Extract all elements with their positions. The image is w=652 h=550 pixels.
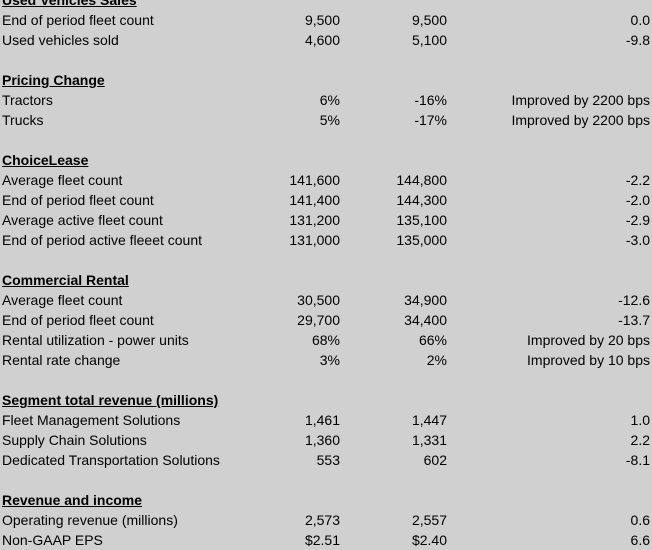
prior-value: 66%: [418, 332, 447, 348]
table-row: Non-GAAP EPS $2.51 $2.40 6.6: [0, 530, 652, 550]
row-label: Tractors: [2, 92, 53, 108]
current-value: 4,600: [304, 32, 340, 48]
current-value: 2,573: [304, 512, 340, 528]
section-heading-choicelease: ChoiceLease: [2, 152, 89, 168]
table-row: Supply Chain Solutions 1,360 1,331 2.2: [0, 430, 652, 450]
change-value: -12.6: [618, 292, 650, 308]
current-value: 553: [316, 452, 340, 468]
section-spacer: [0, 470, 652, 490]
row-label: Average fleet count: [2, 172, 123, 188]
current-value: 141,600: [289, 172, 340, 188]
change-value: Improved by 2200 bps: [511, 112, 650, 128]
prior-value: 135,100: [396, 212, 447, 228]
current-value: 141,400: [289, 192, 340, 208]
prior-value: 2,557: [411, 512, 447, 528]
table-row: Dedicated Transportation Solutions 553 6…: [0, 450, 652, 470]
row-label: Average fleet count: [2, 292, 123, 308]
current-value: 6%: [319, 92, 340, 108]
row-label: End of period fleet count: [2, 12, 154, 28]
row-label: Used vehicles sold: [2, 32, 119, 48]
table-row: End of period fleet count 141,400 144,30…: [0, 190, 652, 210]
prior-value: 2%: [426, 352, 447, 368]
section-heading-revenue-and-income: Revenue and income: [2, 492, 143, 508]
section-spacer: [0, 370, 652, 390]
table-row: Rental rate change 3% 2% Improved by 10 …: [0, 350, 652, 370]
change-value: 0.0: [630, 12, 650, 28]
row-label: Fleet Management Solutions: [2, 412, 181, 428]
row-label: End of period fleet count: [2, 192, 154, 208]
prior-value: -16%: [414, 92, 447, 108]
prior-value: 144,300: [396, 192, 447, 208]
row-label: Rental utilization - power units: [2, 332, 189, 348]
section-heading-commercial-rental: Commercial Rental: [2, 272, 129, 288]
row-label: Non-GAAP EPS: [2, 532, 103, 548]
table-row: Average fleet count 30,500 34,900 -12.6: [0, 290, 652, 310]
row-label: Trucks: [2, 112, 44, 128]
prior-value: 1,331: [411, 432, 447, 448]
change-value: -13.7: [618, 312, 650, 328]
row-label: Operating revenue (millions): [2, 512, 178, 528]
row-label: Supply Chain Solutions: [2, 432, 147, 448]
prior-value: $2.40: [411, 532, 447, 548]
section-spacer: [0, 250, 652, 270]
change-value: -8.1: [625, 452, 650, 468]
section-spacer: [0, 50, 652, 70]
current-value: 3%: [319, 352, 340, 368]
prior-value: 34,400: [404, 312, 447, 328]
current-value: 68%: [311, 332, 340, 348]
row-label: End of period fleet count: [2, 312, 154, 328]
row-label: Average active fleet count: [2, 212, 163, 228]
current-value: 131,200: [289, 212, 340, 228]
prior-value: 602: [423, 452, 447, 468]
current-value: 131,000: [289, 232, 340, 248]
table-row: End of period fleet count 29,700 34,400 …: [0, 310, 652, 330]
table-row: Used vehicles sold 4,600 5,100 -9.8: [0, 30, 652, 50]
change-value: 0.6: [630, 512, 650, 528]
table-row: Tractors 6% -16% Improved by 2200 bps: [0, 90, 652, 110]
current-value: 1,461: [304, 412, 340, 428]
section-spacer: [0, 130, 652, 150]
table-row: Trucks 5% -17% Improved by 2200 bps: [0, 110, 652, 130]
section-heading-used-vehicles-sales: Used Vehicles Sales: [2, 0, 137, 8]
change-value: -2.9: [625, 212, 650, 228]
change-value: -3.0: [625, 232, 650, 248]
current-value: 5%: [319, 112, 340, 128]
change-value: Improved by 10 bps: [527, 352, 650, 368]
row-label: Rental rate change: [2, 352, 121, 368]
section-heading-pricing-change: Pricing Change: [2, 72, 105, 88]
prior-value: -17%: [414, 112, 447, 128]
change-value: 1.0: [630, 412, 650, 428]
current-value: 1,360: [304, 432, 340, 448]
current-value: 30,500: [297, 292, 340, 308]
change-value: 2.2: [630, 432, 650, 448]
change-value: 6.6: [630, 532, 650, 548]
table-row: End of period fleet count 9,500 9,500 0.…: [0, 10, 652, 30]
row-label: Dedicated Transportation Solutions: [2, 452, 220, 468]
table-row: End of period active fleeet count 131,00…: [0, 230, 652, 250]
prior-value: 135,000: [396, 232, 447, 248]
change-value: -9.8: [625, 32, 650, 48]
table-row: Rental utilization - power units 68% 66%…: [0, 330, 652, 350]
table-row: Fleet Management Solutions 1,461 1,447 1…: [0, 410, 652, 430]
change-value: -2.2: [625, 172, 650, 188]
table-row: Operating revenue (millions) 2,573 2,557…: [0, 510, 652, 530]
prior-value: 144,800: [396, 172, 447, 188]
table-row: Average active fleet count 131,200 135,1…: [0, 210, 652, 230]
current-value: 29,700: [297, 312, 340, 328]
table-row: Average fleet count 141,600 144,800 -2.2: [0, 170, 652, 190]
prior-value: 9,500: [411, 12, 447, 28]
prior-value: 34,900: [404, 292, 447, 308]
row-label: End of period active fleeet count: [2, 232, 203, 248]
change-value: Improved by 2200 bps: [511, 92, 650, 108]
current-value: $2.51: [304, 532, 340, 548]
change-value: -2.0: [625, 192, 650, 208]
prior-value: 5,100: [411, 32, 447, 48]
current-value: 9,500: [304, 12, 340, 28]
section-heading-segment-total-revenue: Segment total revenue (millions): [2, 392, 219, 408]
prior-value: 1,447: [411, 412, 447, 428]
change-value: Improved by 20 bps: [527, 332, 650, 348]
